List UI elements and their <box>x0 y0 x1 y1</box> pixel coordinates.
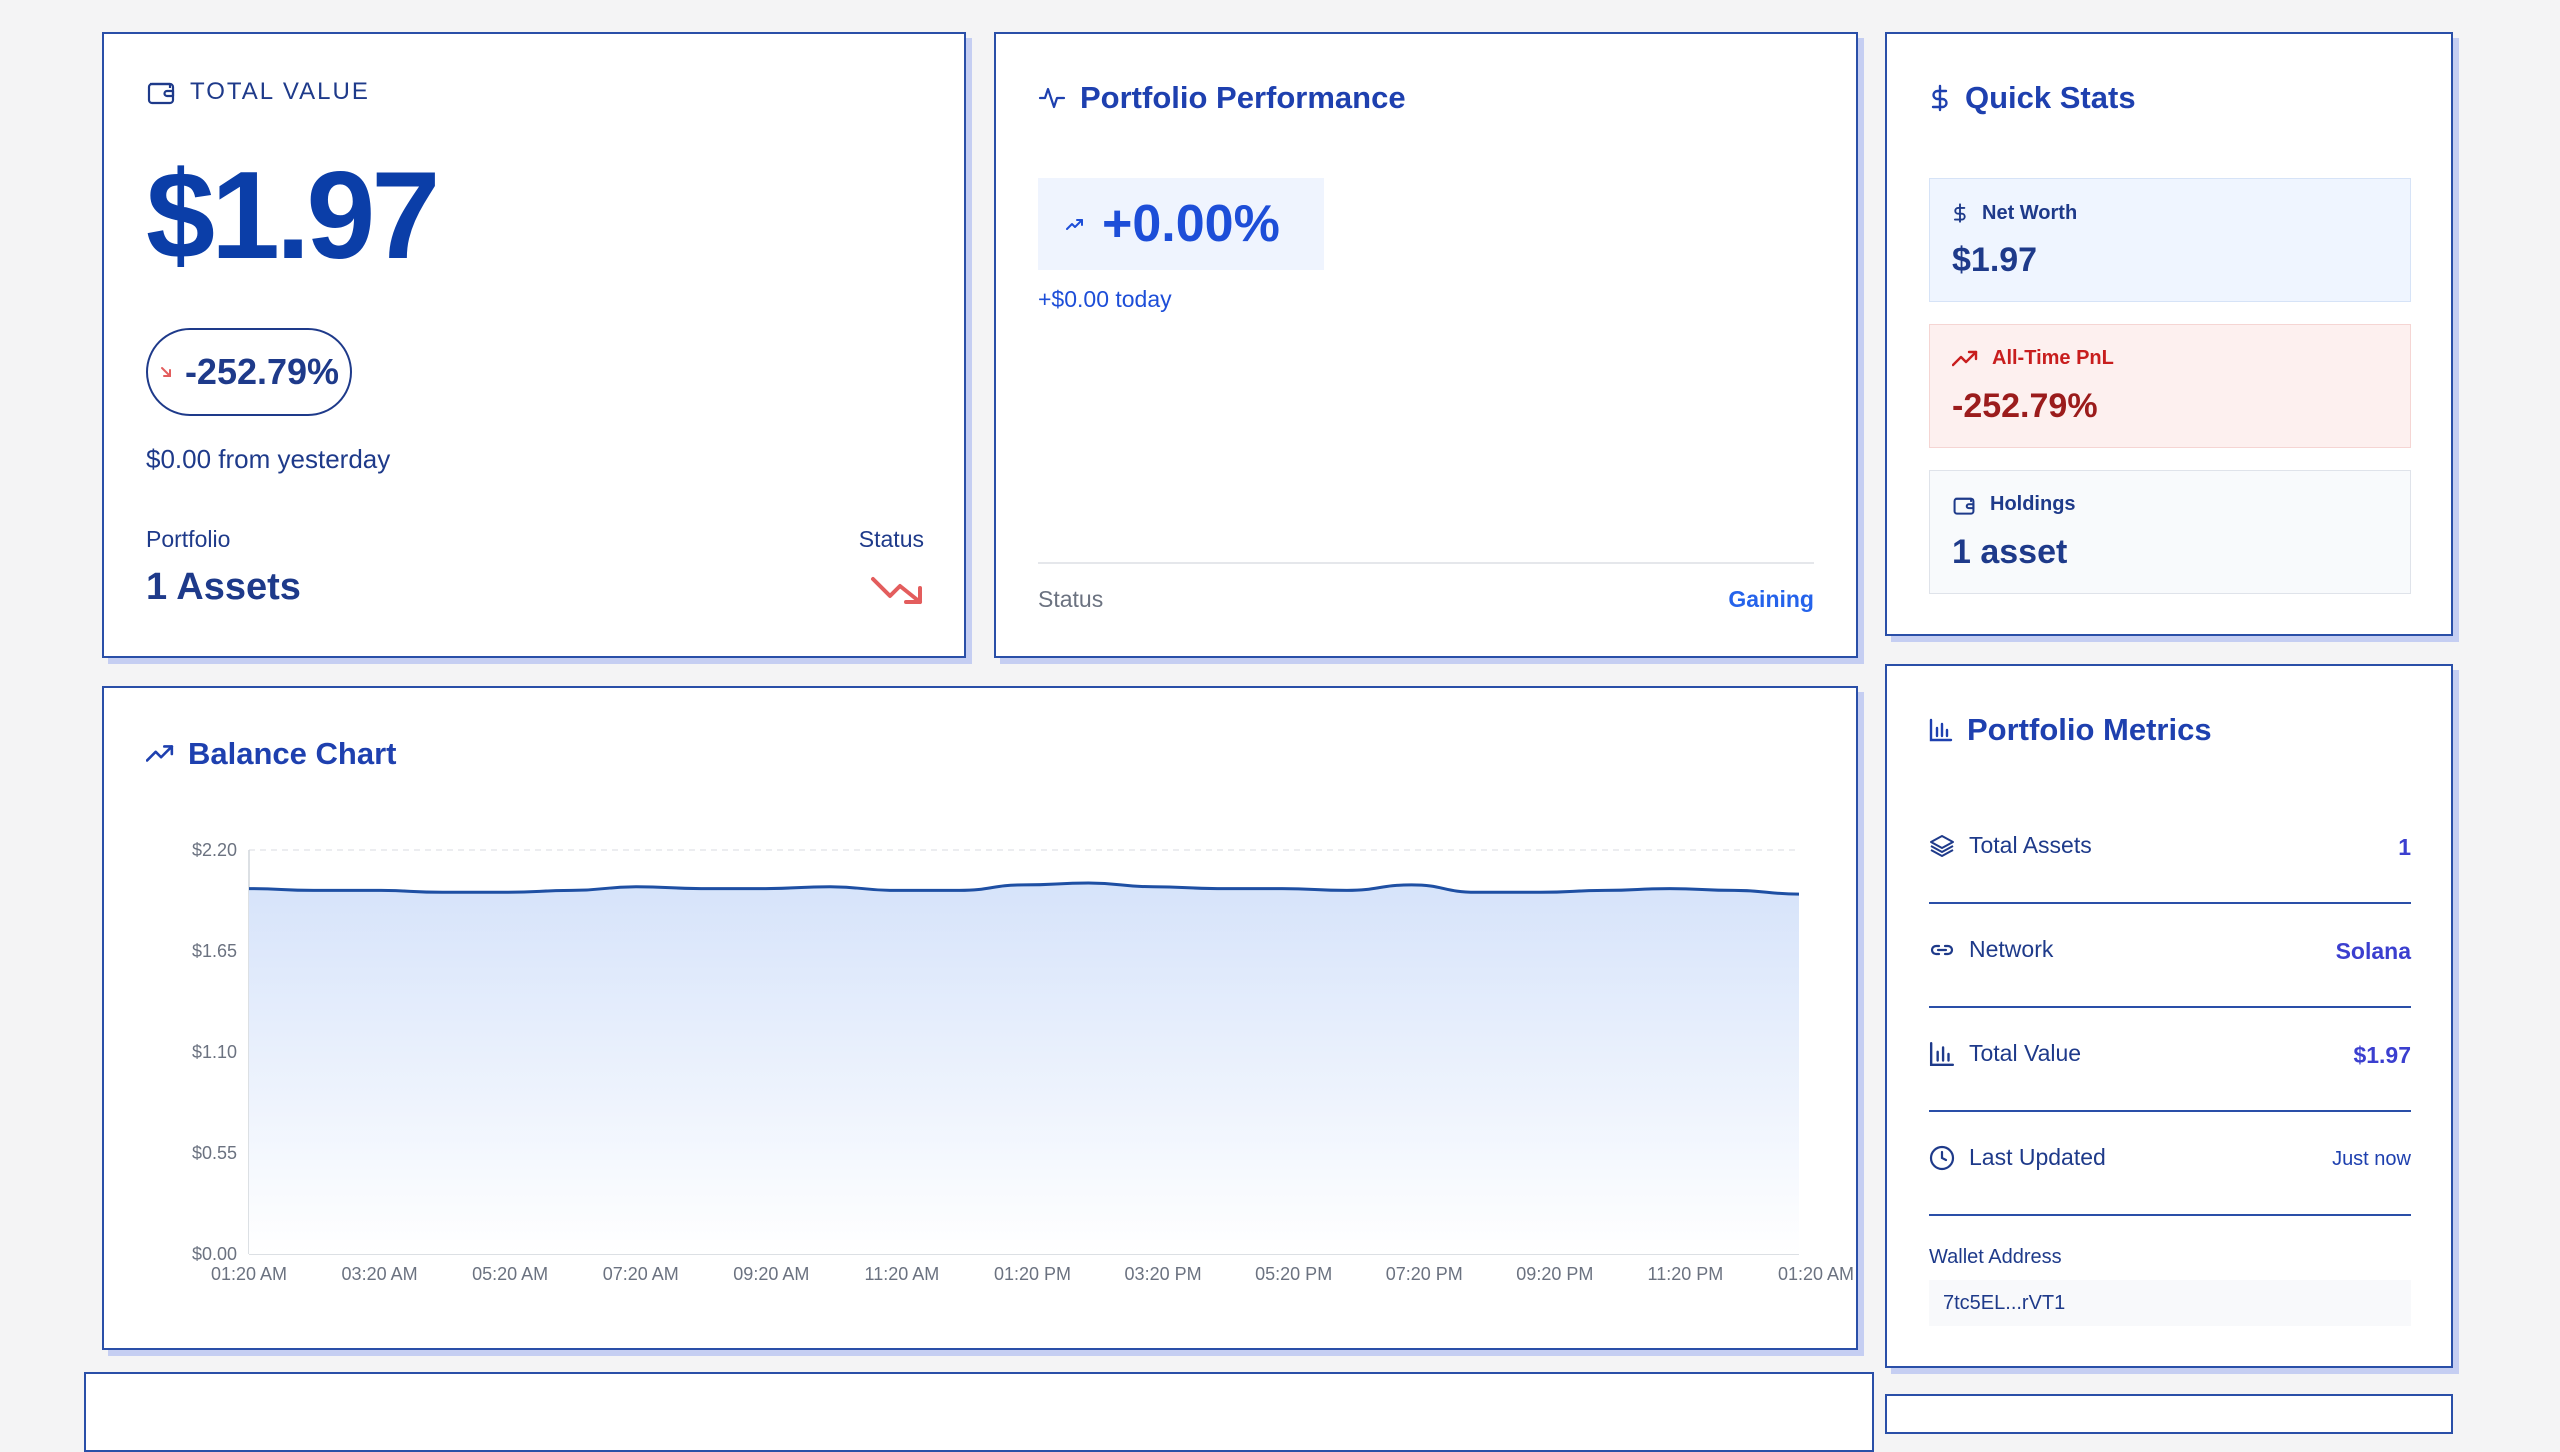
net-worth-stat: Net Worth $1.97 <box>1929 178 2411 302</box>
metric-total-value-left: Total Value <box>1929 1040 2081 1067</box>
performance-status-value: Gaining <box>1728 586 1814 612</box>
performance-title: Portfolio Performance <box>1080 80 1406 115</box>
x-tick-label: 01:20 AM <box>1778 1264 1854 1284</box>
bar-chart-icon <box>1929 1041 1955 1067</box>
quick-stats-title: Quick Stats <box>1965 80 2136 115</box>
y-tick-label: $2.20 <box>192 840 237 860</box>
clock-icon <box>1929 1145 1955 1171</box>
metric-row-last-updated: Last Updated Just now <box>1929 1112 2411 1216</box>
trending-up-icon <box>146 744 174 764</box>
x-tick-label: 11:20 PM <box>1648 1264 1724 1284</box>
portfolio-label: Portfolio <box>146 526 231 552</box>
y-tick-label: $1.65 <box>192 941 237 961</box>
layers-icon <box>1929 833 1955 859</box>
performance-today: +$0.00 today <box>1038 286 1172 312</box>
x-tick-label: 03:20 PM <box>1125 1264 1202 1284</box>
bottom-card <box>1885 1394 2453 1434</box>
performance-percent: +0.00% <box>1102 195 1280 253</box>
portfolio-performance-card: Portfolio Performance +0.00% +$0.00 toda… <box>994 32 1858 658</box>
divider <box>1038 562 1814 564</box>
change-percent: -252.79% <box>184 351 340 392</box>
metric-value: Just now <box>2332 1148 2411 1170</box>
x-tick-label: 09:20 PM <box>1516 1264 1593 1284</box>
metric-label: Network <box>1969 936 2054 962</box>
change-pill: -252.79% <box>146 328 352 416</box>
metric-network-left: Network <box>1929 936 2053 963</box>
total-value-amount: $1.97 <box>146 147 440 285</box>
metric-label: Total Assets <box>1969 832 2092 858</box>
metric-label: Total Value <box>1969 1040 2082 1066</box>
pnl-stat: All-Time PnL -252.79% <box>1929 324 2411 448</box>
metric-value: 1 <box>2398 834 2411 860</box>
total-value-header: TOTAL VALUE <box>146 78 370 106</box>
x-tick-label: 07:20 PM <box>1386 1264 1463 1284</box>
y-tick-label: $0.00 <box>192 1244 237 1264</box>
net-worth-value: $1.97 <box>1952 241 2038 279</box>
holdings-stat: Holdings 1 asset <box>1929 470 2411 594</box>
balance-chart[interactable]: $0.00 $0.55 $1.10 $1.65 $2.20 01:20 AM 03:20 … <box>104 688 1856 1348</box>
metrics-header: Portfolio Metrics <box>1929 712 2212 748</box>
balance-line <box>248 881 1800 896</box>
status-label: Status <box>858 526 924 552</box>
trending-up-icon <box>1952 350 1978 368</box>
x-tick-label: 07:20 AM <box>603 1264 679 1284</box>
net-worth-header: Net Worth <box>1952 201 2077 225</box>
holdings-header: Holdings <box>1952 493 2076 516</box>
quick-stats-card: Quick Stats Net Worth $1.97 All-Time PnL… <box>1885 32 2453 636</box>
x-tick-label: 03:20 AM <box>342 1264 418 1284</box>
trending-up-icon <box>1066 217 1084 231</box>
y-tick-label: $0.55 <box>192 1143 237 1163</box>
balance-area <box>249 883 1799 1254</box>
wallet-address-label: Wallet Address <box>1929 1246 2062 1268</box>
metric-label: Last Updated <box>1969 1144 2106 1170</box>
trending-down-icon <box>870 574 924 606</box>
pnl-label: All-Time PnL <box>1992 347 2114 369</box>
x-tick-label: 09:20 AM <box>733 1264 809 1284</box>
x-tick-label: 05:20 AM <box>472 1264 548 1284</box>
portfolio-metrics-card: Portfolio Metrics Total Assets 1 Network… <box>1885 664 2453 1368</box>
metric-value: $1.97 <box>2353 1042 2411 1068</box>
pnl-value: -252.79% <box>1952 387 2098 425</box>
balance-chart-header: Balance Chart <box>146 736 396 772</box>
change-from-yesterday: $0.00 from yesterday <box>146 444 391 474</box>
balance-chart-title: Balance Chart <box>188 736 397 771</box>
x-tick-label: 11:20 AM <box>865 1264 940 1284</box>
metric-row-total-assets: Total Assets 1 <box>1929 800 2411 904</box>
pnl-header: All-Time PnL <box>1952 347 2114 370</box>
y-tick-label: $1.10 <box>192 1042 237 1062</box>
x-tick-label: 01:20 PM <box>994 1264 1071 1284</box>
dollar-icon <box>1929 84 1951 112</box>
metrics-title: Portfolio Metrics <box>1967 712 2212 747</box>
metric-row-network: Network Solana <box>1929 904 2411 1008</box>
wallet-icon <box>1952 494 1976 516</box>
total-value-label: TOTAL VALUE <box>190 78 370 105</box>
total-value-card: TOTAL VALUE $1.97 -252.79% $0.00 from ye… <box>102 32 966 658</box>
metric-value: Solana <box>2335 938 2411 964</box>
dollar-icon <box>1952 201 1968 225</box>
net-worth-label: Net Worth <box>1982 201 2078 224</box>
performance-badge: +0.00% <box>1038 178 1324 270</box>
arrow-down-right-icon <box>159 365 173 379</box>
bottom-card <box>84 1372 1874 1452</box>
balance-chart-card: Balance Chart $0.00 $0.55 $1.10 $1.65 $2.20 … <box>102 686 1858 1350</box>
holdings-value: 1 asset <box>1952 533 2068 571</box>
bar-chart-icon <box>1929 718 1953 742</box>
performance-status-label: Status <box>1038 586 1104 612</box>
wallet-address-value[interactable]: 7tc5EL...rVT1 <box>1929 1280 2411 1326</box>
metric-last-updated-left: Last Updated <box>1929 1144 2106 1171</box>
quick-stats-header: Quick Stats <box>1929 80 2136 116</box>
assets-count: 1 Assets <box>146 566 301 608</box>
metric-total-assets-left: Total Assets <box>1929 832 2092 859</box>
performance-header: Portfolio Performance <box>1038 80 1406 116</box>
link-icon <box>1929 937 1955 963</box>
metric-row-total-value: Total Value $1.97 <box>1929 1008 2411 1112</box>
x-tick-label: 05:20 PM <box>1255 1264 1332 1284</box>
wallet-icon <box>146 78 176 106</box>
x-tick-label: 01:20 AM <box>211 1264 287 1284</box>
activity-icon <box>1038 84 1066 112</box>
holdings-label: Holdings <box>1990 493 2076 515</box>
